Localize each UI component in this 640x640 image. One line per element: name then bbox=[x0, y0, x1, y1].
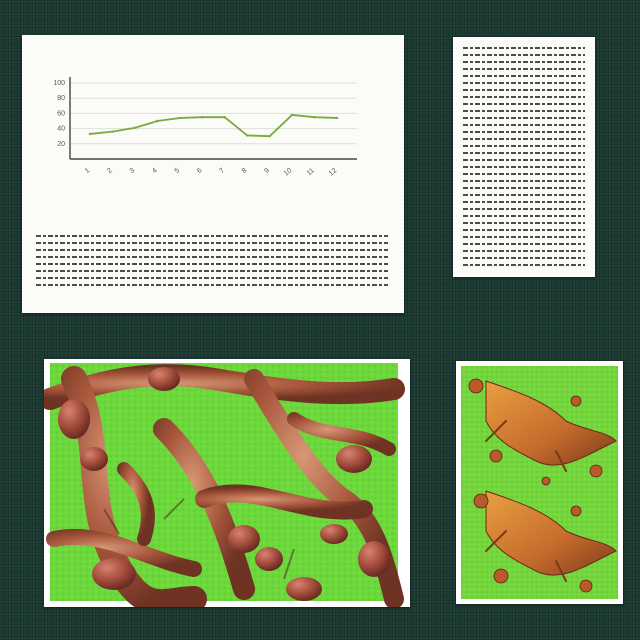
data-point bbox=[133, 126, 137, 130]
chart-y-ticks: 20 40 60 80 100 bbox=[53, 80, 65, 148]
data-point bbox=[335, 116, 339, 120]
x-tick-label: 4 bbox=[151, 167, 159, 175]
y-tick-label: 20 bbox=[57, 141, 65, 148]
chart-caption-text bbox=[36, 235, 388, 287]
y-tick-label: 40 bbox=[57, 126, 65, 133]
document-body-text bbox=[463, 47, 585, 269]
chart-gridlines bbox=[70, 82, 357, 145]
data-point bbox=[245, 134, 249, 137]
data-point bbox=[268, 135, 271, 138]
x-tick-label: 8 bbox=[241, 167, 249, 175]
organic-illustration-small bbox=[456, 361, 623, 604]
x-tick-label: 6 bbox=[196, 167, 204, 175]
x-tick-label: 1 bbox=[84, 167, 92, 175]
data-point bbox=[111, 130, 114, 133]
x-tick-label: 10 bbox=[283, 167, 294, 177]
x-tick-label: 5 bbox=[174, 167, 182, 175]
organic-illustration-art bbox=[44, 363, 405, 607]
series-line bbox=[89, 114, 338, 138]
data-point bbox=[88, 132, 92, 136]
data-point bbox=[178, 116, 182, 120]
data-point bbox=[156, 119, 159, 123]
x-tick-label: 12 bbox=[328, 167, 339, 177]
chart-document: 20 40 60 80 100 1 2 3 4 5 6 7 8 9 10 11 12 bbox=[22, 35, 404, 313]
data-point bbox=[201, 116, 204, 119]
chart-x-ticks: 1 2 3 4 5 6 7 8 9 10 11 12 bbox=[84, 167, 339, 177]
chart-series bbox=[88, 113, 339, 138]
x-tick-label: 2 bbox=[106, 167, 114, 175]
x-tick-label: 3 bbox=[129, 167, 137, 175]
data-point bbox=[290, 113, 294, 117]
organic-illustration-small-art bbox=[461, 366, 618, 599]
x-tick-label: 7 bbox=[219, 167, 227, 175]
x-tick-label: 11 bbox=[306, 167, 316, 177]
x-tick-label: 9 bbox=[263, 167, 271, 175]
organic-illustration-large bbox=[44, 359, 410, 607]
y-tick-label: 60 bbox=[57, 110, 65, 117]
data-point bbox=[313, 116, 316, 119]
y-tick-label: 100 bbox=[53, 80, 65, 87]
y-tick-label: 80 bbox=[57, 95, 65, 102]
text-document bbox=[453, 37, 595, 277]
data-point bbox=[223, 116, 226, 119]
